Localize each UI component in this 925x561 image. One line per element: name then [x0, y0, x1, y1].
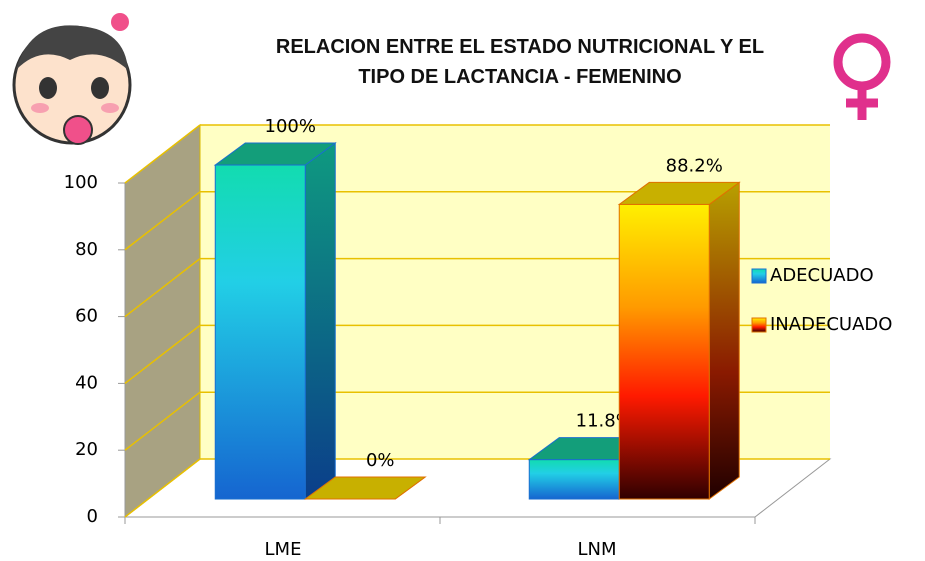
legend-marker [751, 268, 767, 284]
y-tick-label: 100 [64, 172, 98, 193]
y-tick-label: 20 [75, 439, 98, 460]
x-tick-label: LNM [577, 539, 616, 560]
legend-marker [751, 317, 767, 333]
grid-line [124, 191, 201, 251]
value-label: 11.8% [576, 411, 633, 432]
grid-line [124, 124, 201, 184]
grid-line [124, 324, 201, 384]
bar-top [213, 142, 337, 166]
grid-line [124, 391, 201, 451]
value-label: 0% [366, 450, 395, 471]
bar [618, 203, 710, 500]
grid-line [124, 258, 201, 318]
bar-top [303, 476, 427, 500]
x-tick-label: LME [265, 539, 302, 560]
legend-label: INADECUADO [770, 314, 892, 335]
legend-label: ADECUADO [770, 265, 874, 286]
bar [528, 459, 620, 500]
female-symbol [833, 33, 891, 120]
bar [214, 164, 306, 500]
grid-line [124, 458, 201, 518]
value-label: 88.2% [666, 155, 723, 176]
y-tick-label: 80 [75, 239, 98, 260]
value-label: 100% [265, 116, 316, 137]
baby-icon [12, 13, 132, 145]
chart-title: RELACION ENTRE EL ESTADO NUTRICIONAL Y E… [275, 36, 765, 88]
bar-side [304, 142, 336, 501]
bar-top [617, 181, 741, 205]
y-tick-label: 40 [75, 372, 98, 393]
side-wall [124, 123, 201, 519]
y-tick-label: 0 [87, 506, 98, 527]
bar-side [708, 181, 740, 501]
y-tick-label: 60 [75, 306, 98, 327]
